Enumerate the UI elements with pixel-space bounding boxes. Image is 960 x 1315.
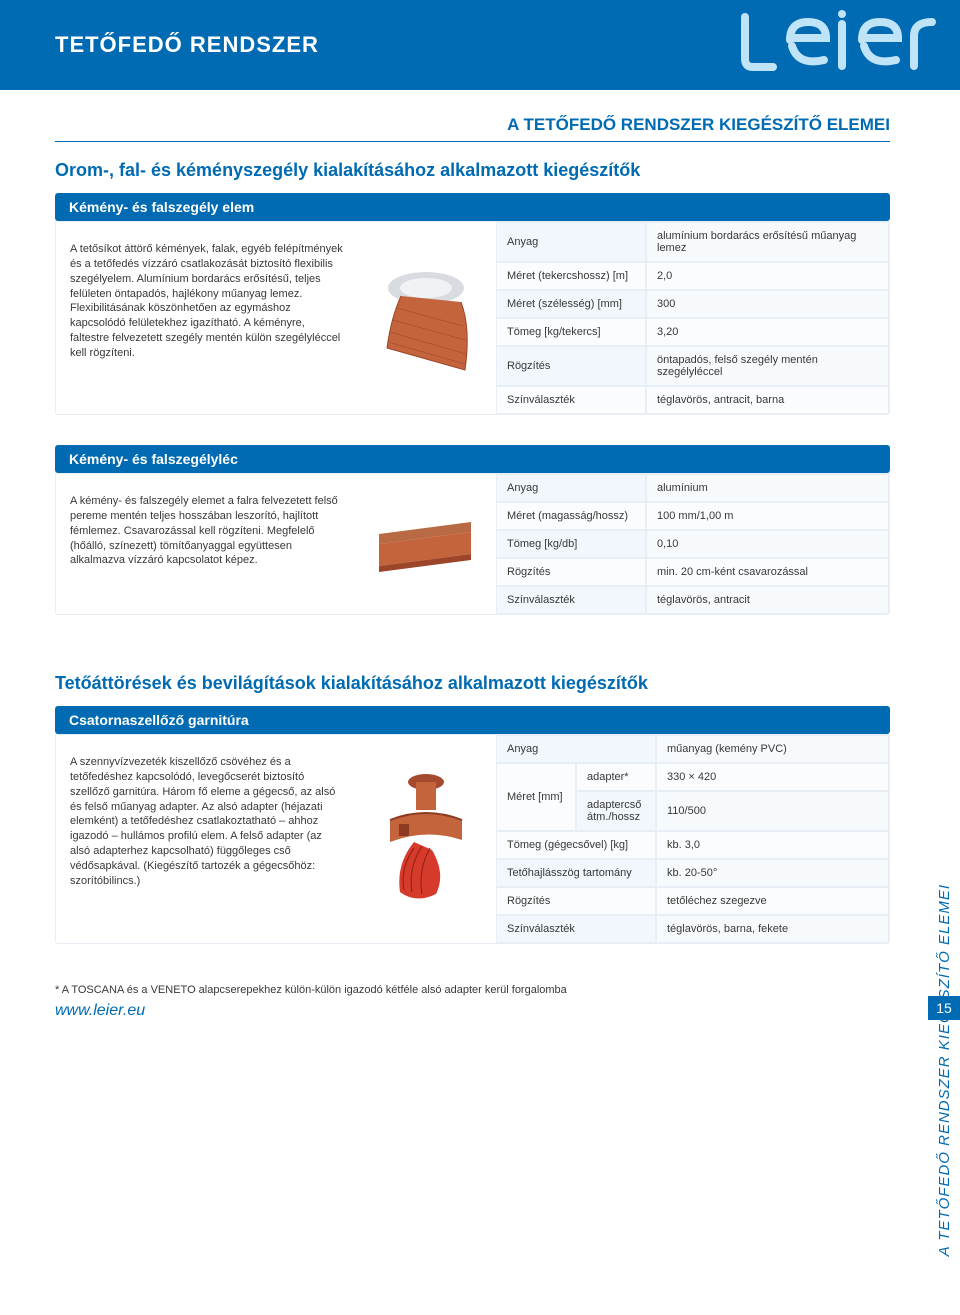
card-3-bar: Csatornaszellőző garnitúra bbox=[55, 706, 890, 734]
spec-sub: adapter* bbox=[576, 763, 656, 791]
card-1-desc: A tetősíkot áttörő kémények, falak, egyé… bbox=[56, 222, 356, 414]
spec-key: Színválaszték bbox=[496, 586, 646, 614]
card-3-desc: A szennyvízvezeték kiszellőző csövéhez é… bbox=[56, 735, 356, 943]
spec-key: Anyag bbox=[496, 474, 646, 502]
footer-url: www.leier.eu bbox=[55, 1002, 940, 1020]
spec-val: alumínium bordarács erősítésű műanyag le… bbox=[646, 222, 889, 262]
spec-val: téglavörös, antracit, barna bbox=[646, 386, 889, 414]
spec-key: Színválaszték bbox=[496, 915, 656, 943]
brand-logo bbox=[730, 2, 940, 82]
section-1-title: Orom-, fal- és kéményszegély kialakításá… bbox=[55, 160, 940, 181]
spec-val: alumínium bbox=[646, 474, 889, 502]
card-2-spec: Anyag alumínium Méret (magasság/hossz) 1… bbox=[496, 474, 889, 614]
card-2: A kémény- és falszegély elemet a falra f… bbox=[55, 473, 890, 615]
spec-sub: adaptercső átm./hossz bbox=[576, 791, 656, 831]
spec-val: 3,20 bbox=[646, 318, 889, 346]
spec-key: Tömeg [kg/db] bbox=[496, 530, 646, 558]
side-tab: A TETŐFEDŐ RENDSZER KIEGÉSZÍTŐ ELEMEI bbox=[928, 870, 960, 1270]
spec-key: Méret (tekercshossz) [m] bbox=[496, 262, 646, 290]
card-1-image bbox=[356, 222, 496, 414]
page-number: 15 bbox=[928, 996, 960, 1020]
spec-val: 0,10 bbox=[646, 530, 889, 558]
spec-key: Anyag bbox=[496, 222, 646, 262]
card-1-bar: Kémény- és falszegély elem bbox=[55, 193, 890, 221]
spec-val: kb. 3,0 bbox=[656, 831, 889, 859]
spec-key: Rögzítés bbox=[496, 558, 646, 586]
section-2-title: Tetőáttörések és bevilágítások kialakítá… bbox=[55, 673, 940, 694]
spec-key: Méret [mm] bbox=[496, 763, 576, 831]
side-tab-text: A TETŐFEDŐ RENDSZER KIEGÉSZÍTŐ ELEMEI bbox=[936, 884, 953, 1256]
spec-val: kb. 20-50° bbox=[656, 859, 889, 887]
spec-key: Tömeg [kg/tekercs] bbox=[496, 318, 646, 346]
spec-val: 110/500 bbox=[656, 791, 889, 831]
spec-val: 300 bbox=[646, 290, 889, 318]
spec-key: Színválaszték bbox=[496, 386, 646, 414]
spec-val: 2,0 bbox=[646, 262, 889, 290]
spec-key: Tetőhajlásszög tartomány bbox=[496, 859, 656, 887]
spec-key: Anyag bbox=[496, 735, 656, 763]
card-1: A tetősíkot áttörő kémények, falak, egyé… bbox=[55, 221, 890, 415]
spec-val: téglavörös, barna, fekete bbox=[656, 915, 889, 943]
page-overline: A TETŐFEDŐ RENDSZER KIEGÉSZÍTŐ ELEMEI bbox=[55, 90, 890, 142]
spec-val: tetőléchez szegezve bbox=[656, 887, 889, 915]
card-2-image bbox=[356, 474, 496, 614]
spec-val: min. 20 cm-ként csavarozással bbox=[646, 558, 889, 586]
spec-key: Rögzítés bbox=[496, 887, 656, 915]
header-title: TETŐFEDŐ RENDSZER bbox=[55, 32, 319, 58]
card-3-spec: Anyag műanyag (kemény PVC) Méret [mm] ad… bbox=[496, 735, 889, 943]
spec-key: Méret (magasság/hossz) bbox=[496, 502, 646, 530]
spec-val: műanyag (kemény PVC) bbox=[656, 735, 889, 763]
spec-key: Méret (szélesség) [mm] bbox=[496, 290, 646, 318]
spec-key: Rögzítés bbox=[496, 346, 646, 386]
card-1-spec: Anyag alumínium bordarács erősítésű műan… bbox=[496, 222, 889, 414]
card-3-image bbox=[356, 735, 496, 943]
page-content: A TETŐFEDŐ RENDSZER KIEGÉSZÍTŐ ELEMEI Or… bbox=[0, 90, 960, 1020]
spec-key: Tömeg (gégecsővel) [kg] bbox=[496, 831, 656, 859]
footnote: * A TOSCANA és a VENETO alapcserepekhez … bbox=[55, 984, 940, 996]
card-2-desc: A kémény- és falszegély elemet a falra f… bbox=[56, 474, 356, 614]
spec-val: téglavörös, antracit bbox=[646, 586, 889, 614]
card-2-bar: Kémény- és falszegélyléc bbox=[55, 445, 890, 473]
header-band: TETŐFEDŐ RENDSZER bbox=[0, 0, 960, 90]
card-3: A szennyvízvezeték kiszellőző csövéhez é… bbox=[55, 734, 890, 944]
spec-val: 330 × 420 bbox=[656, 763, 889, 791]
spec-val: öntapadós, felső szegély mentén szegélyl… bbox=[646, 346, 889, 386]
spec-val: 100 mm/1,00 m bbox=[646, 502, 889, 530]
